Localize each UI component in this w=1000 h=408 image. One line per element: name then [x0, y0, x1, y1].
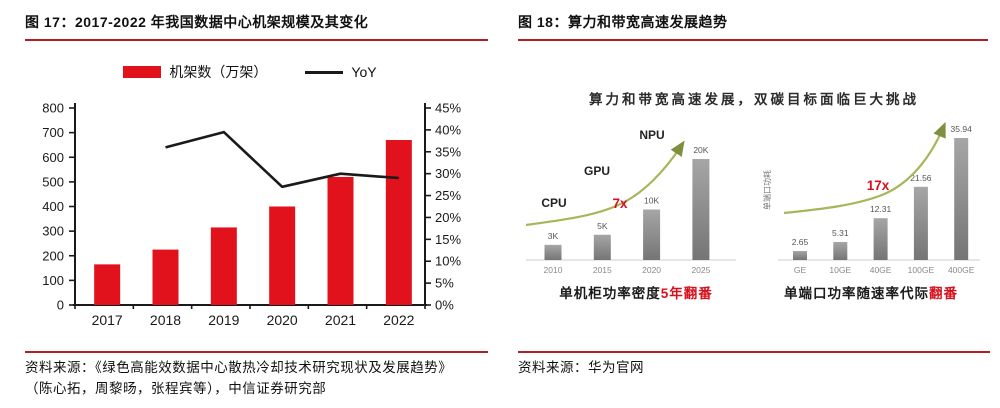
- fig17-source-line1: 资料来源：《绿色高能效数据中心散热冷却技术研究现状及发展趋势》: [25, 360, 453, 375]
- svg-text:21.56: 21.56: [910, 173, 932, 183]
- fig18-left-caption: 单机柜功率密度5年翻番: [559, 282, 713, 302]
- svg-text:单端口功耗: 单端口功耗: [762, 170, 772, 210]
- fig18-right-chart-block: 2.65 GE 5.31 10GE 12.31 40GE 21.56 100GE 35.94 40…: [754, 112, 988, 302]
- legend-bar-swatch: [123, 66, 162, 78]
- svg-text:2017: 2017: [92, 312, 123, 328]
- fig18-left-caption-black: 单机柜功率密度: [559, 286, 661, 301]
- fig18-subtitle: 算力和带宽高速发展，双碳目标面临巨大挑战: [589, 92, 919, 107]
- fig18-title: 图 18：算力和带宽高速发展趋势: [518, 12, 988, 41]
- svg-text:CPU: CPU: [541, 196, 566, 210]
- svg-text:35%: 35%: [435, 144, 461, 159]
- fig18-left-caption-red: 5年翻番: [660, 286, 713, 301]
- svg-text:0%: 0%: [435, 298, 454, 313]
- svg-text:2020: 2020: [267, 312, 298, 328]
- svg-text:25%: 25%: [435, 188, 461, 203]
- svg-text:100: 100: [42, 273, 64, 288]
- svg-text:15%: 15%: [435, 232, 461, 247]
- svg-text:7x: 7x: [612, 196, 628, 211]
- svg-text:2.65: 2.65: [792, 237, 809, 247]
- svg-text:35.94: 35.94: [951, 124, 973, 134]
- svg-text:200: 200: [42, 248, 64, 263]
- fig18-source-divider: [518, 351, 990, 353]
- fig18-right-caption-black: 单端口功率随速率代际: [784, 286, 929, 301]
- svg-text:10%: 10%: [435, 254, 461, 269]
- fig17-bar-line-chart: 0 100 200 300 400 500 600 700 800 0% 5% 10% 15% 20% 25…: [42, 101, 461, 329]
- svg-text:0: 0: [57, 298, 64, 313]
- svg-text:2015: 2015: [593, 265, 612, 275]
- fig17-source-line2: （陈心拓，周黎旸，张程宾等），中信证券研究部: [25, 381, 327, 396]
- svg-text:700: 700: [42, 125, 64, 140]
- svg-text:800: 800: [42, 101, 64, 116]
- svg-text:12.31: 12.31: [870, 204, 892, 214]
- svg-text:40%: 40%: [435, 122, 461, 137]
- svg-text:10GE: 10GE: [829, 265, 851, 275]
- legend-item-racks: 机架数（万架）: [123, 62, 267, 82]
- legend-item-yoy: YoY: [305, 64, 377, 80]
- svg-text:GE: GE: [794, 265, 807, 275]
- svg-text:30%: 30%: [435, 166, 461, 181]
- svg-text:2022: 2022: [383, 312, 414, 328]
- svg-text:3K: 3K: [548, 231, 559, 241]
- svg-text:300: 300: [42, 224, 64, 239]
- fig18-right-caption-red: 翻番: [929, 286, 958, 301]
- legend-line-swatch: [305, 70, 344, 74]
- legend-bar-label: 机架数（万架）: [169, 64, 268, 80]
- fig17-source: 资料来源：《绿色高能效数据中心散热冷却技术研究现状及发展趋势》 （陈心拓，周黎旸…: [25, 357, 495, 399]
- svg-text:2018: 2018: [150, 312, 181, 328]
- svg-text:20%: 20%: [435, 210, 461, 225]
- svg-text:500: 500: [42, 174, 64, 189]
- svg-text:NPU: NPU: [639, 128, 664, 142]
- svg-text:2010: 2010: [544, 265, 563, 275]
- svg-text:2020: 2020: [642, 265, 661, 275]
- fig18-source: 资料来源：华为官网: [518, 360, 644, 375]
- svg-text:400GE: 400GE: [948, 265, 975, 275]
- svg-text:600: 600: [42, 150, 64, 165]
- svg-text:400: 400: [42, 199, 64, 214]
- rack-power-density-chart: 3K 2010 5K 2015 10K 2020 20K 2025 CPU GPU NPU 7x: [525, 128, 736, 275]
- svg-text:40GE: 40GE: [870, 265, 892, 275]
- fig17-source-divider: [25, 351, 488, 353]
- svg-text:5.31: 5.31: [832, 228, 849, 238]
- svg-text:2019: 2019: [208, 312, 239, 328]
- svg-text:5%: 5%: [435, 276, 454, 291]
- svg-text:5K: 5K: [597, 221, 608, 231]
- fig18-illustration: 3K 2010 5K 2015 10K 2020 20K 2025 CPU GPU NPU 7x 单机…: [518, 112, 990, 302]
- fig17-title: 图 17：2017-2022 年我国数据中心机架规模及其变化: [25, 12, 488, 41]
- svg-text:20K: 20K: [693, 145, 708, 155]
- fig18-left-chart-block: 3K 2010 5K 2015 10K 2020 20K 2025 CPU GPU NPU 7x 单机…: [518, 112, 754, 302]
- port-power-chart: 2.65 GE 5.31 10GE 12.31 40GE 21.56 100GE 35.94 40…: [762, 121, 980, 275]
- svg-text:2021: 2021: [325, 312, 356, 328]
- svg-text:10K: 10K: [644, 196, 659, 206]
- fig18-right-caption: 单端口功率随速率代际翻番: [784, 282, 958, 302]
- svg-text:GPU: GPU: [584, 164, 610, 178]
- legend-line-label: YoY: [351, 64, 377, 80]
- svg-text:2025: 2025: [691, 265, 710, 275]
- svg-text:100GE: 100GE: [908, 265, 935, 275]
- fig17-legend: 机架数（万架） YoY: [75, 62, 425, 82]
- svg-text:45%: 45%: [435, 101, 461, 116]
- svg-text:17x: 17x: [867, 178, 890, 193]
